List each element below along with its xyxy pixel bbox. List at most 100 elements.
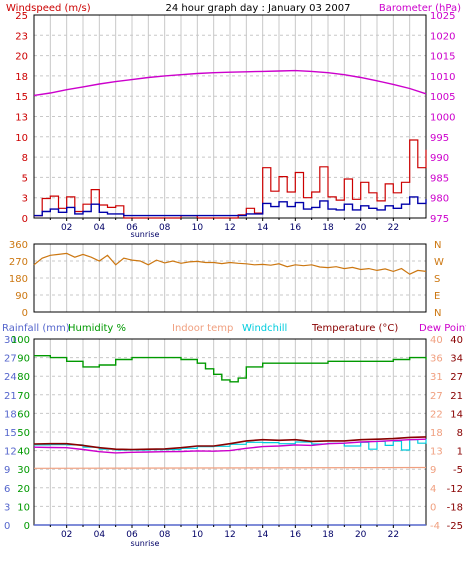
barometer-tick: 1015 bbox=[430, 52, 455, 63]
rainfall-tick: 9 bbox=[4, 465, 10, 476]
windspeed-tick: 23 bbox=[15, 31, 28, 42]
windspeed-tick: 18 bbox=[15, 72, 28, 83]
direction-panel-grid bbox=[34, 244, 426, 312]
wind-average-line bbox=[34, 196, 427, 217]
direction-compass-tick: N bbox=[434, 308, 441, 319]
humidity-tick: 100 bbox=[11, 335, 30, 346]
barometer-tick: 1020 bbox=[430, 31, 455, 42]
humidity-line bbox=[34, 355, 427, 383]
barometer-tick: 990 bbox=[430, 153, 449, 164]
temperature-tick-outer: 40 bbox=[450, 335, 463, 346]
temperature-panel-hour-labels: 02 04 06 08 10 12 14 16 18 20 22 bbox=[49, 525, 411, 540]
temperature-tick-inner: 18 bbox=[430, 428, 443, 439]
barometer-tick: 1000 bbox=[430, 113, 455, 124]
direction-degree-tick: 360 bbox=[9, 240, 28, 251]
hour-label: 04 bbox=[94, 530, 106, 540]
temperature-tick-inner: 4 bbox=[430, 484, 436, 495]
direction-degree-tick: 90 bbox=[15, 291, 28, 302]
hour-label: 14 bbox=[257, 223, 269, 233]
hour-label: 22 bbox=[388, 530, 399, 540]
barometer-tick: 1010 bbox=[430, 72, 455, 83]
temperature-tick-outer: -18 bbox=[447, 502, 463, 513]
windspeed-tick: 15 bbox=[15, 92, 28, 103]
hour-label: 18 bbox=[322, 223, 334, 233]
rainfall-legend-label: Rainfall (mm) bbox=[2, 323, 70, 334]
chart-title: 24 hour graph day : January 03 2007 bbox=[166, 3, 351, 14]
wind-panel-hour-labels: 02 04 06 08 10 12 14 16 18 20 22 bbox=[49, 218, 411, 233]
humidity-tick: 0 bbox=[24, 521, 30, 532]
rainfall-tick: 30 bbox=[4, 335, 17, 346]
windspeed-tick: 20 bbox=[15, 52, 28, 63]
temperature-tick-outer: 34 bbox=[450, 354, 463, 365]
windspeed-tick: 25 bbox=[15, 11, 28, 22]
rainfall-tick: 12 bbox=[4, 447, 17, 458]
barometer-tick: 1025 bbox=[430, 11, 455, 22]
hour-label: 16 bbox=[290, 530, 302, 540]
direction-series bbox=[33, 252, 427, 275]
temperature-line bbox=[33, 436, 427, 451]
wind-direction-line bbox=[33, 252, 427, 275]
windspeed-tick-labels: 25 23 20 18 15 13 10 8 5 3 0 bbox=[15, 11, 28, 225]
windspeed-tick: 10 bbox=[15, 133, 28, 144]
direction-degree-labels: 360 270 180 90 0 bbox=[9, 240, 28, 319]
hour-label: 14 bbox=[257, 530, 269, 540]
barometer-tick-labels: 1025 1020 1015 1010 1005 1000 995 990 985 980 975 bbox=[430, 11, 455, 225]
rainfall-tick: 24 bbox=[4, 372, 17, 383]
temperature-tick-outer: 14 bbox=[450, 409, 463, 420]
humidity-tick: 40 bbox=[17, 447, 30, 458]
rainfall-tick: 27 bbox=[4, 354, 17, 365]
temperature-tick-outer: 21 bbox=[450, 391, 463, 402]
temperature-tick-labels-outer: 40 34 27 21 14 8 1 -5 -12 -18 -25 bbox=[447, 335, 463, 532]
rainfall-tick: 6 bbox=[4, 484, 10, 495]
wind-gust-line bbox=[34, 139, 427, 219]
humidity-tick: 50 bbox=[17, 428, 30, 439]
windchill-legend-label: Windchill bbox=[242, 323, 287, 334]
rainfall-tick: 18 bbox=[4, 409, 17, 420]
windspeed-tick: 8 bbox=[22, 153, 28, 164]
sunrise-label-top: sunrise bbox=[131, 230, 160, 239]
temperature-tick-inner: 13 bbox=[430, 447, 443, 458]
hour-label: 10 bbox=[192, 223, 204, 233]
hour-label: 16 bbox=[290, 223, 302, 233]
dewpoint-legend-label: Dew Point bbox=[419, 323, 466, 334]
windspeed-tick: 5 bbox=[22, 173, 28, 184]
hour-label: 12 bbox=[224, 530, 235, 540]
windspeed-tick: 3 bbox=[22, 194, 28, 205]
hour-label: 22 bbox=[388, 223, 399, 233]
temperature-tick-inner: -4 bbox=[430, 521, 440, 532]
windspeed-tick: 13 bbox=[15, 113, 28, 124]
temperature-tick-inner: 36 bbox=[430, 354, 443, 365]
windspeed-axis-title: Windspeed (m/s) bbox=[6, 3, 91, 14]
rainfall-tick: 15 bbox=[4, 428, 17, 439]
wind-panel-grid bbox=[34, 15, 426, 218]
direction-compass-tick: W bbox=[434, 257, 444, 268]
barometer-tick: 975 bbox=[430, 214, 449, 225]
direction-degree-tick: 180 bbox=[9, 274, 28, 285]
temperature-legend-label: Temperature (°C) bbox=[311, 323, 398, 334]
temperature-panel-grid bbox=[34, 339, 426, 525]
barometer-tick: 995 bbox=[430, 133, 449, 144]
direction-compass-tick: S bbox=[434, 274, 440, 285]
barometer-axis-title: Barometer (hPa) bbox=[379, 3, 461, 14]
temperature-tick-inner: 27 bbox=[430, 391, 443, 402]
humidity-tick: 60 bbox=[17, 409, 30, 420]
temperature-tick-inner: 22 bbox=[430, 409, 443, 420]
barometer-tick: 985 bbox=[430, 173, 449, 184]
hour-label: 02 bbox=[61, 530, 72, 540]
temperature-tick-inner: 40 bbox=[430, 335, 443, 346]
humidity-tick: 90 bbox=[17, 354, 30, 365]
sunrise-label-bottom: sunrise bbox=[131, 539, 160, 548]
barometer-line bbox=[33, 69, 427, 97]
rainfall-tick: 3 bbox=[4, 502, 10, 513]
barometer-tick: 980 bbox=[430, 194, 449, 205]
direction-panel-frame bbox=[33, 243, 427, 313]
rainfall-tick: 0 bbox=[4, 521, 10, 532]
humidity-tick: 10 bbox=[17, 502, 30, 513]
hour-label: 06 bbox=[126, 223, 138, 233]
temperature-tick-outer: -25 bbox=[447, 521, 463, 532]
windspeed-tick: 0 bbox=[22, 214, 28, 225]
